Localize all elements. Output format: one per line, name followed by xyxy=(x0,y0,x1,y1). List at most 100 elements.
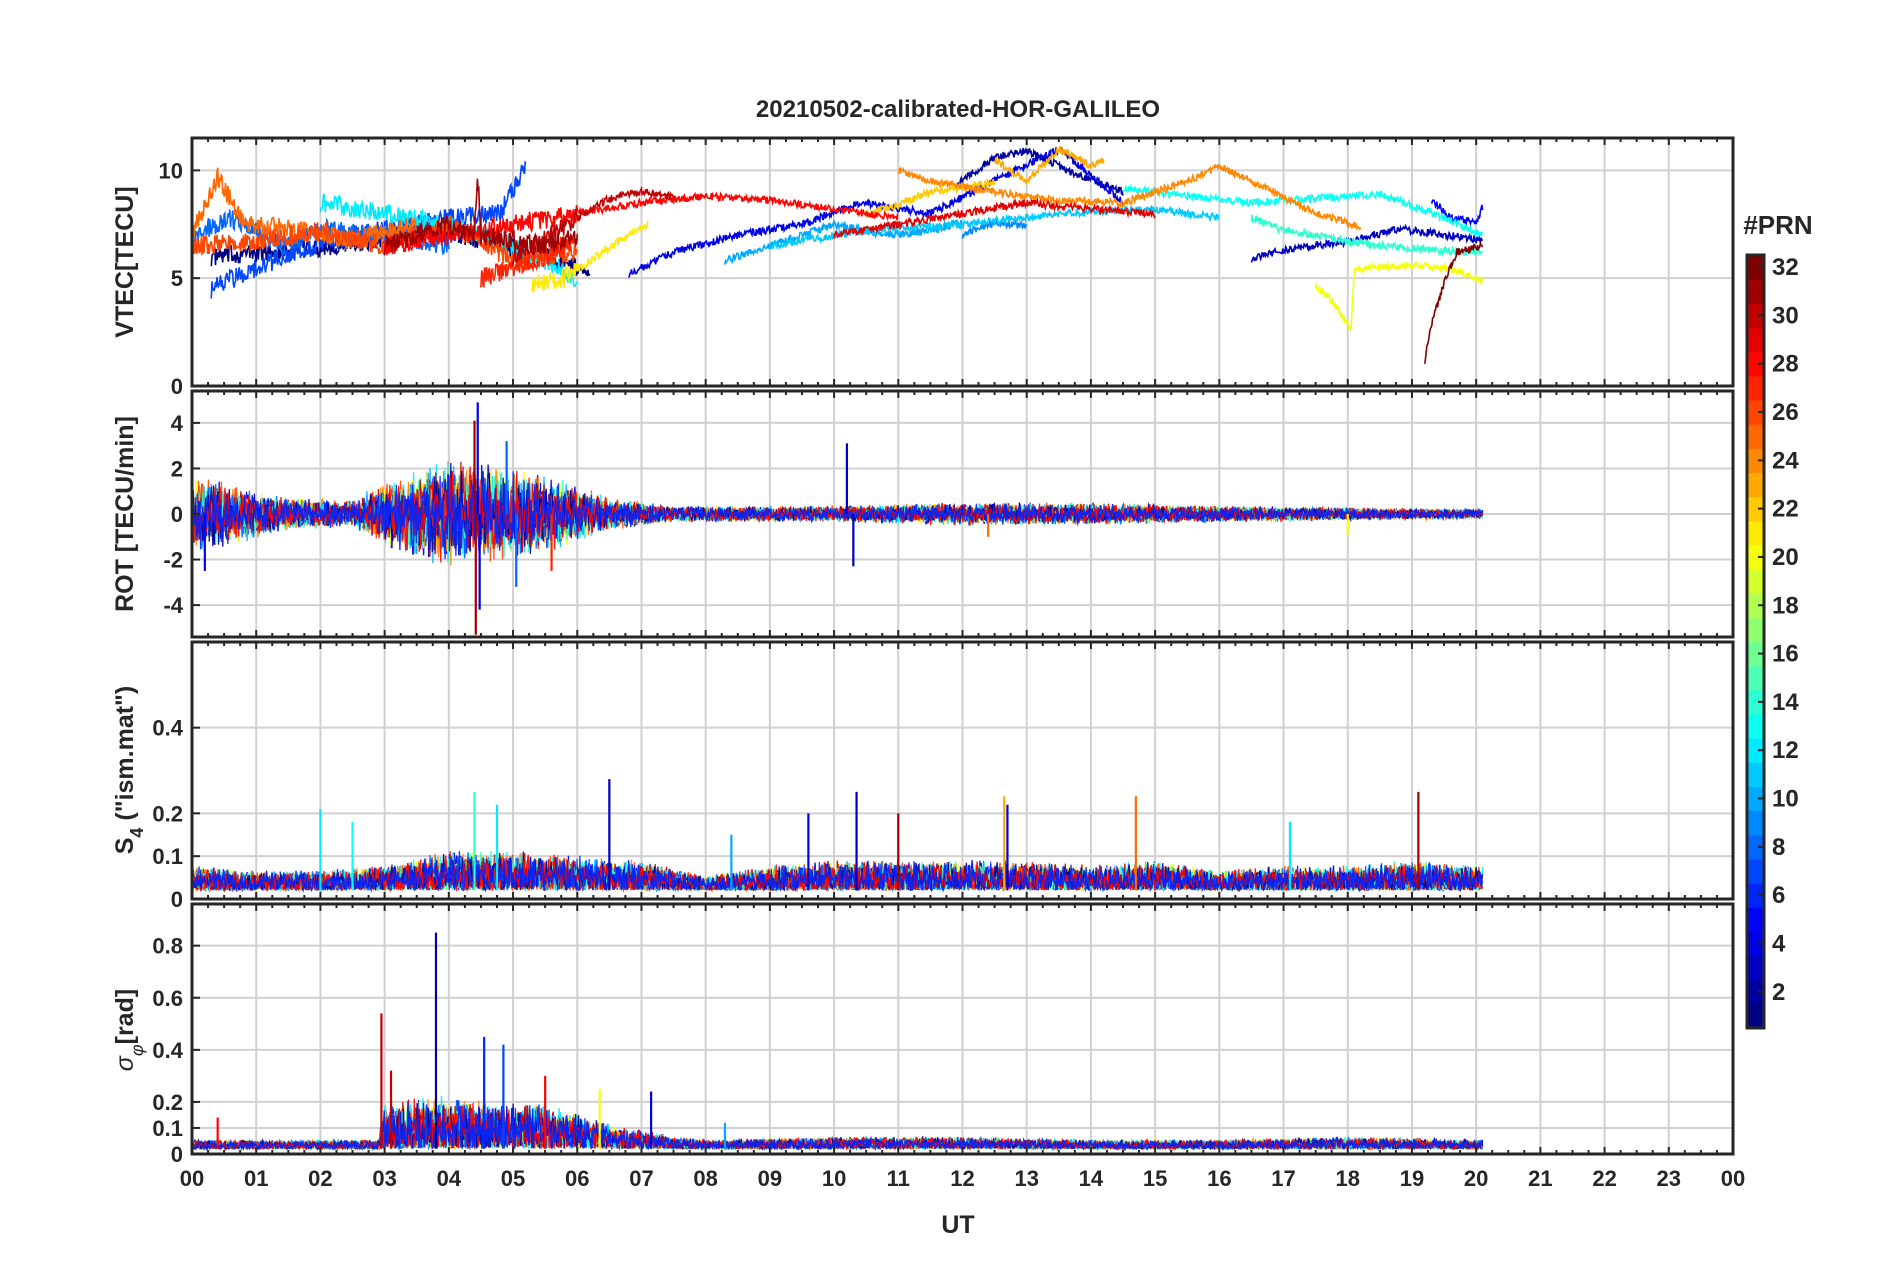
x-tick-label: 05 xyxy=(501,1166,525,1191)
vtec-series-prn-14 xyxy=(1250,214,1484,258)
vtec-y-label: VTEC[TECU] xyxy=(111,186,139,337)
s4-label-sub: 4 xyxy=(127,828,147,838)
colorbar-step xyxy=(1747,255,1764,280)
x-tick-label: 22 xyxy=(1592,1166,1616,1191)
vtec-series-prn-31 xyxy=(383,178,579,256)
x-tick-label: 19 xyxy=(1400,1166,1424,1191)
x-tick-label: 01 xyxy=(244,1166,268,1191)
colorbar-label: #PRN xyxy=(1743,210,1812,240)
colorbar-step xyxy=(1747,931,1764,957)
colorbar-step xyxy=(1747,472,1764,498)
colorbar-tick-label: 24 xyxy=(1772,447,1799,474)
colorbar-tick-label: 28 xyxy=(1772,351,1799,378)
colorbar-tick-label: 30 xyxy=(1772,302,1799,329)
y-tick-label: 4 xyxy=(171,411,184,436)
colorbar-tick-label: 22 xyxy=(1772,496,1799,523)
vtec-series-prn-10 xyxy=(724,218,964,265)
colorbar-step xyxy=(1747,858,1764,884)
data-layer xyxy=(192,779,1484,893)
vtec-series-prn-21 xyxy=(531,220,649,293)
colorbar-tick-label: 8 xyxy=(1772,834,1785,861)
y-tick-label: 0.1 xyxy=(152,1116,183,1141)
colorbar-tick-label: 12 xyxy=(1772,737,1799,764)
colorbar-step xyxy=(1747,641,1764,667)
data-layer xyxy=(192,402,1484,635)
colorbar-step xyxy=(1747,496,1764,522)
colorbar-step xyxy=(1747,713,1764,739)
s4-label-main: S xyxy=(111,838,139,855)
colorbar-step xyxy=(1747,279,1764,304)
y-tick-label: -4 xyxy=(163,593,183,618)
colorbar-step xyxy=(1747,351,1764,377)
vtec-series-prn-4 xyxy=(627,146,1124,278)
colorbar-step xyxy=(1747,569,1764,594)
y-tick-label: 5 xyxy=(171,266,183,291)
colorbar-step xyxy=(1747,448,1764,474)
x-tick-label: 09 xyxy=(758,1166,782,1191)
s4-label-rest: ("ism.mat") xyxy=(111,686,139,828)
y-tick-label: 0.1 xyxy=(152,844,183,869)
x-tick-label: 18 xyxy=(1336,1166,1360,1191)
colorbar-tick-label: 32 xyxy=(1772,254,1799,281)
colorbar-step xyxy=(1747,979,1764,1005)
panel-rot: -4 -2 0 2 4 ROT [TECU/min] xyxy=(111,389,1735,639)
colorbar-step xyxy=(1747,520,1764,546)
colorbar-frame xyxy=(1745,253,1766,1030)
panel-s4: 00.10.20.4S4 ("ism.mat") xyxy=(111,640,1735,912)
vtec-series-prn-13 xyxy=(1122,183,1484,239)
trace-prn-28 xyxy=(192,466,1484,563)
chart-title: 20210502-calibrated-HOR-GALILEO xyxy=(756,96,1160,123)
vtec-series-prn-11 xyxy=(769,204,1220,251)
panel-sigma: 00.10.2 0.4 0.6 0.8 σφ[rad] 00 01 02 03 04 05 06 07 0… xyxy=(111,902,1745,1191)
colorbar-step xyxy=(1747,424,1764,449)
colorbar-tick-label: 18 xyxy=(1772,592,1799,619)
sigma-y-label: σφ[rad] xyxy=(111,989,147,1071)
colorbar-step xyxy=(1747,617,1764,643)
colorbar-step xyxy=(1747,907,1764,932)
x-tick-label: 14 xyxy=(1079,1166,1104,1191)
x-axis-label: UT xyxy=(941,1211,974,1239)
x-tick-label: 04 xyxy=(437,1166,462,1191)
colorbar-step xyxy=(1747,1003,1764,1029)
colorbar-tick-label: 2 xyxy=(1772,979,1785,1006)
colorbar-tick-label: 4 xyxy=(1772,930,1786,957)
colorbar-tick-label: 26 xyxy=(1772,399,1799,426)
x-tick-label: 03 xyxy=(372,1166,396,1191)
y-tick-label: 0 xyxy=(171,502,183,527)
colorbar-step xyxy=(1747,762,1764,788)
colorbar-tick-label: 6 xyxy=(1772,882,1785,909)
y-tick-label: 0.4 xyxy=(152,1038,183,1063)
colorbar-tick-label: 10 xyxy=(1772,786,1799,813)
colorbar-tick-label: 16 xyxy=(1772,641,1799,668)
x-tick-label: 13 xyxy=(1014,1166,1038,1191)
y-tick-label: 2 xyxy=(171,456,183,481)
colorbar-step xyxy=(1747,955,1764,981)
colorbar-step xyxy=(1747,303,1764,329)
y-tick-label: 0.2 xyxy=(152,801,183,826)
panel-vtec: 0 5 10 VTEC[TECU] xyxy=(111,136,1735,399)
vtec-series-prn-22 xyxy=(865,178,996,218)
x-tick-label: 11 xyxy=(887,1166,910,1191)
vtec-series-prn-2 xyxy=(955,147,1124,196)
sigma-label-rest: [rad] xyxy=(111,989,139,1045)
x-tick-label: 00 xyxy=(1721,1166,1745,1191)
y-tick-label: 0 xyxy=(171,887,183,912)
s4-y-label: S4 ("ism.mat") xyxy=(111,686,147,855)
x-tick-label: 21 xyxy=(1528,1166,1552,1191)
x-tick-label: 02 xyxy=(308,1166,332,1191)
y-tick-label: 0.2 xyxy=(152,1090,183,1115)
x-tick-label: 23 xyxy=(1657,1166,1681,1191)
colorbar-step xyxy=(1747,738,1764,763)
x-tick-label: 12 xyxy=(950,1166,974,1191)
x-tick-label: 20 xyxy=(1464,1166,1488,1191)
x-tick-label: 10 xyxy=(822,1166,846,1191)
x-tick-label: 07 xyxy=(629,1166,653,1191)
y-tick-label: -2 xyxy=(163,548,183,573)
vtec-series-prn-3 xyxy=(1250,223,1483,263)
sigma-label-main: σ xyxy=(111,1055,139,1071)
rot-y-label: ROT [TECU/min] xyxy=(111,416,139,612)
x-tick-label: 08 xyxy=(693,1166,717,1191)
colorbar-step xyxy=(1747,665,1764,691)
vtec-series-prn-20 xyxy=(1314,260,1484,331)
